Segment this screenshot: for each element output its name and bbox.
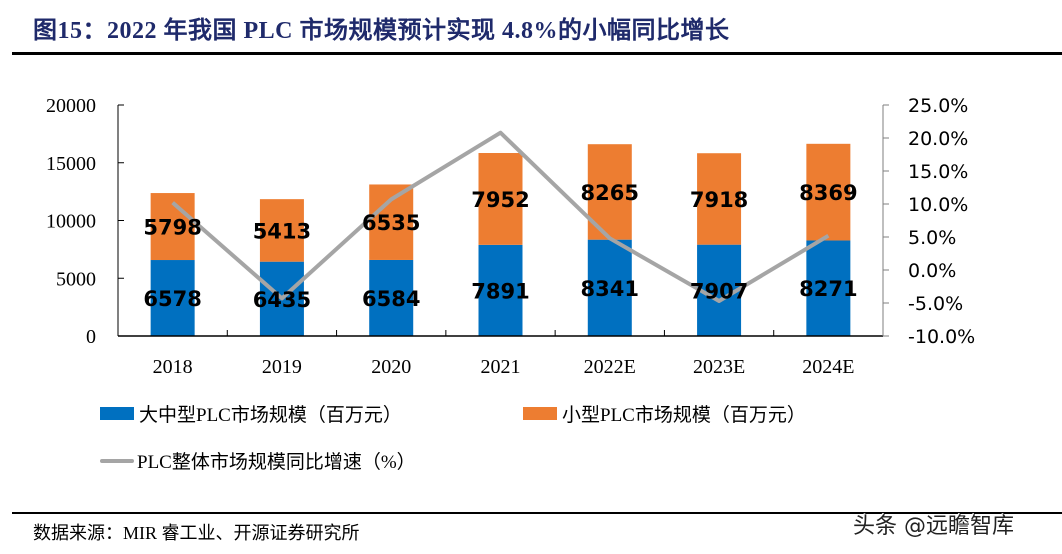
data-label-small: 6535	[362, 211, 420, 235]
x-axis-tick-label: 2022E	[584, 356, 636, 378]
bar-small	[806, 143, 851, 241]
x-axis-tick-label: 2019	[262, 356, 302, 378]
left-axis-tick-label: 15000	[46, 153, 96, 175]
data-label-large-medium: 7891	[471, 279, 529, 303]
data-label-small: 5413	[253, 219, 311, 243]
bar-large-medium	[478, 244, 523, 336]
legend-swatch-small	[523, 407, 557, 420]
left-axis-tick-label: 20000	[46, 95, 96, 117]
data-label-large-medium: 6584	[362, 287, 420, 311]
legend-label-small: 小型PLC市场规模（百万元）	[562, 405, 806, 426]
data-label-group: 6578 5798 6435 5413 6584 6535 7891 7952 8341 8265…	[143, 181, 857, 312]
data-label-large-medium: 6435	[253, 288, 311, 312]
data-label-large-medium: 8271	[799, 277, 857, 301]
left-axis-tick-label: 5000	[56, 268, 96, 290]
right-axis-tick-label: -10.0%	[908, 326, 975, 348]
legend-swatch-large-medium	[100, 407, 134, 420]
data-label-large-medium: 8341	[581, 277, 639, 301]
growth-line-group	[171, 130, 830, 304]
bar-small	[259, 199, 304, 262]
data-label-small: 5798	[143, 216, 201, 240]
source-note: 数据来源：MIR 睿工业、开源证券研究所	[33, 523, 360, 543]
x-axis-tick-label: 2018	[153, 356, 193, 378]
title-divider	[12, 52, 1062, 55]
legend-item-small: 小型PLC市场规模（百万元）	[523, 400, 806, 427]
left-axis-tick-label: 0	[86, 326, 96, 348]
bar-small	[478, 153, 523, 245]
data-label-small: 7952	[471, 188, 529, 212]
right-axis-tick-label: 0.0%	[908, 260, 956, 282]
bar-large-medium	[369, 259, 414, 336]
bar-large-medium	[150, 260, 195, 336]
legend-item-growth: PLC整体市场规模同比增速（%）	[100, 447, 416, 474]
right-axis-tick-label: -5.0%	[908, 293, 963, 315]
stacked-bar-line-chart: 0 5000 10000 15000 20000 -10.0% -5.0% 0.0% 5.0% 1…	[46, 95, 975, 378]
right-axis-tick-label: 10.0%	[908, 194, 968, 216]
source-divider	[12, 512, 1062, 514]
data-label-small: 7918	[690, 188, 748, 212]
right-axis-tick-label: 15.0%	[908, 161, 968, 183]
data-label-large-medium: 7907	[690, 279, 748, 303]
data-label-large-medium: 6578	[143, 287, 201, 311]
legend-label-large-medium: 大中型PLC市场规模（百万元）	[139, 405, 402, 426]
data-label-small: 8369	[799, 181, 857, 205]
bar-large-medium	[587, 239, 632, 336]
x-axis-tick-label: 2024E	[802, 356, 854, 378]
right-axis-tick-label: 20.0%	[908, 128, 968, 150]
left-axis-tick-label: 10000	[46, 211, 96, 233]
legend-swatch-growth	[100, 458, 134, 463]
figure-title: 图15：2022 年我国 PLC 市场规模预计实现 4.8%的小幅同比增长	[33, 18, 730, 44]
x-axis-tick-label: 2023E	[693, 356, 745, 378]
legend-item-large-medium: 大中型PLC市场规模（百万元）	[100, 400, 402, 427]
x-axis-tick-label: 2021	[481, 356, 521, 378]
watermark: 头条 @远瞻智库	[853, 514, 1014, 539]
bar-small	[697, 153, 742, 245]
bar-large-medium	[806, 240, 851, 336]
axes: 0 5000 10000 15000 20000 -10.0% -5.0% 0.0% 5.0% 1…	[46, 95, 975, 378]
right-axis-tick-label: 25.0%	[908, 95, 968, 117]
right-axis-tick-label: 5.0%	[908, 227, 956, 249]
x-axis-tick-label: 2020	[371, 356, 411, 378]
data-label-small: 8265	[581, 181, 639, 205]
bar-group	[150, 143, 851, 336]
legend-label-growth: PLC整体市场规模同比增速（%）	[137, 452, 416, 473]
